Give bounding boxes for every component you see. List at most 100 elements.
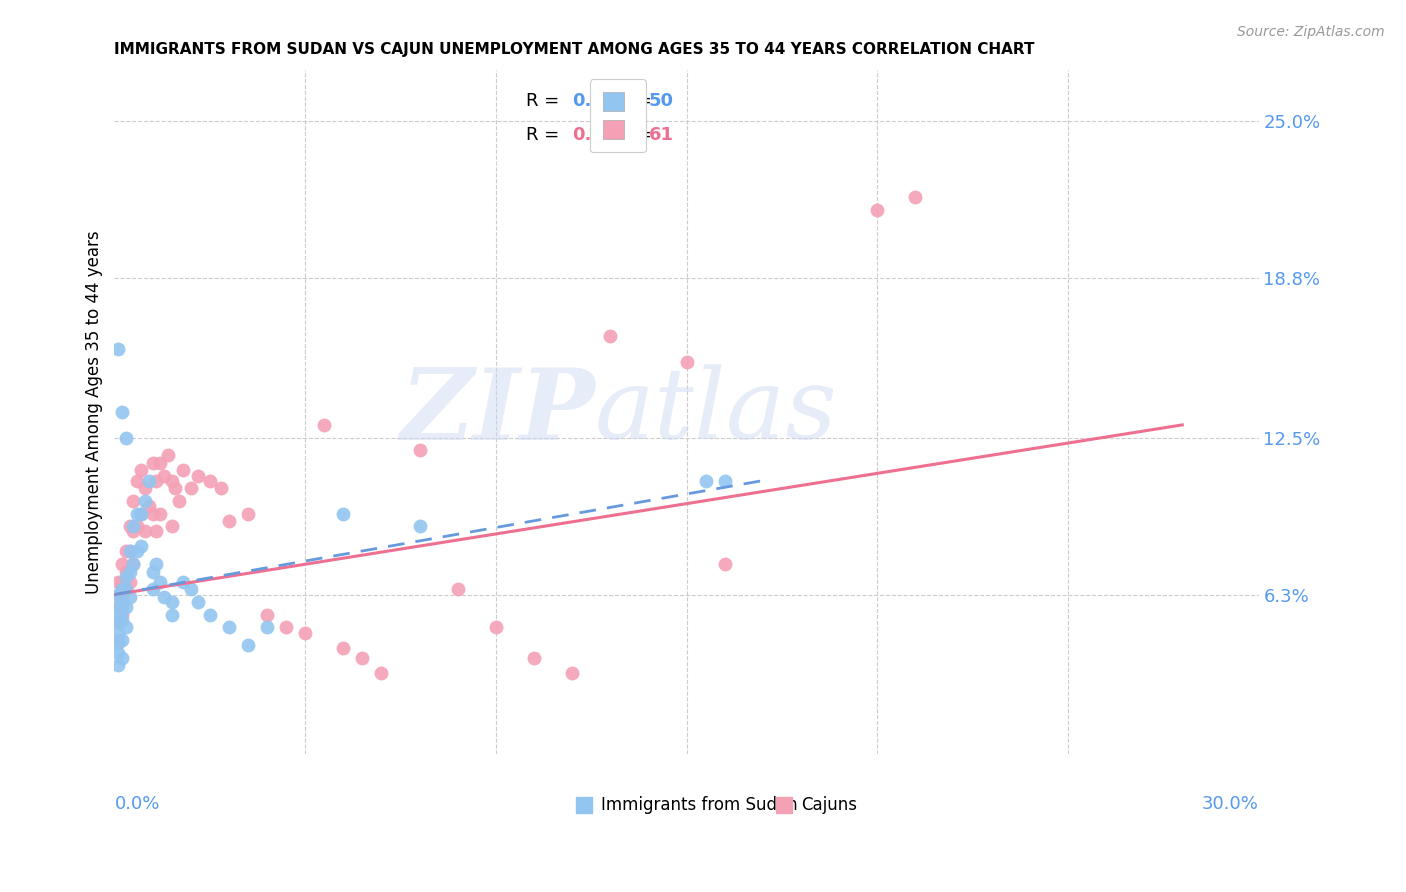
Point [107,588,129,602]
Point [138,474,160,488]
Point [134,481,156,495]
Point [107,574,129,589]
Point [156,448,179,462]
Point [118,565,141,579]
Point [332,640,354,655]
Text: atlas: atlas [595,365,838,460]
Point [122,519,145,533]
Point [447,582,470,597]
Point [141,507,163,521]
Point [149,456,172,470]
Point [127,474,149,488]
Text: 0.0%: 0.0% [114,795,160,814]
Point [408,443,430,458]
Point [115,582,138,597]
Point [599,329,621,343]
Point [172,463,194,477]
Point [256,620,278,634]
Point [129,463,152,477]
Text: Source: ZipAtlas.com: Source: ZipAtlas.com [1237,25,1385,39]
Point [107,615,129,630]
Point [187,468,209,483]
Point [218,514,240,528]
Text: R =: R = [526,127,565,145]
Point [713,557,735,571]
Point [904,190,927,204]
Point [122,557,145,571]
Point [141,582,163,597]
Point [127,519,149,533]
Text: 0.163: 0.163 [572,92,628,111]
Legend: , : , [591,79,645,153]
Point [256,607,278,622]
Point [145,474,167,488]
Point [111,633,134,648]
Point [115,620,138,634]
Point [523,650,546,665]
Point [153,590,176,604]
Point [111,590,134,604]
Point [118,574,141,589]
Text: ZIP: ZIP [399,364,595,460]
Point [111,595,134,609]
Point [370,666,392,681]
Point [118,590,141,604]
Point [118,519,141,533]
Point [127,507,149,521]
Point [134,493,156,508]
Point [118,544,141,558]
Text: IMMIGRANTS FROM SUDAN VS CAJUN UNEMPLOYMENT AMONG AGES 35 TO 44 YEARS CORRELATIO: IMMIGRANTS FROM SUDAN VS CAJUN UNEMPLOYM… [114,42,1035,57]
Point [713,474,735,488]
Text: N =: N = [606,127,658,145]
Y-axis label: Unemployment Among Ages 35 to 44 years: Unemployment Among Ages 35 to 44 years [86,230,103,594]
Point [180,481,202,495]
Point [167,493,190,508]
Point [111,603,134,617]
Point [145,524,167,539]
Point [122,493,145,508]
Point [107,658,129,673]
Point [165,481,187,495]
Point [115,582,138,597]
Point [111,613,134,627]
Point [236,638,259,652]
Point [209,481,232,495]
Point [187,595,209,609]
Point [153,468,176,483]
Point [129,507,152,521]
Text: R =: R = [526,92,565,111]
Point [134,524,156,539]
Point [111,574,134,589]
Point [111,582,134,597]
Point [294,625,316,640]
Point [149,574,172,589]
Point [107,646,129,660]
Point [111,557,134,571]
Point [122,524,145,539]
Point [122,557,145,571]
Point [172,574,194,589]
Point [180,582,202,597]
Point [561,666,583,681]
Point [352,650,374,665]
Point [160,595,183,609]
Text: 50: 50 [648,92,673,111]
Point [111,607,134,622]
Point [314,417,336,432]
Point [408,519,430,533]
Point [141,456,163,470]
Point [149,507,172,521]
Point [675,354,697,368]
Point [107,588,129,602]
Point [141,565,163,579]
Point [160,519,183,533]
Point [115,570,138,584]
Point [695,474,717,488]
Text: N =: N = [606,92,658,111]
Point [198,607,221,622]
Point [485,620,508,634]
Point [129,540,152,554]
Point [866,202,889,217]
Point [107,625,129,640]
Point [218,620,240,634]
